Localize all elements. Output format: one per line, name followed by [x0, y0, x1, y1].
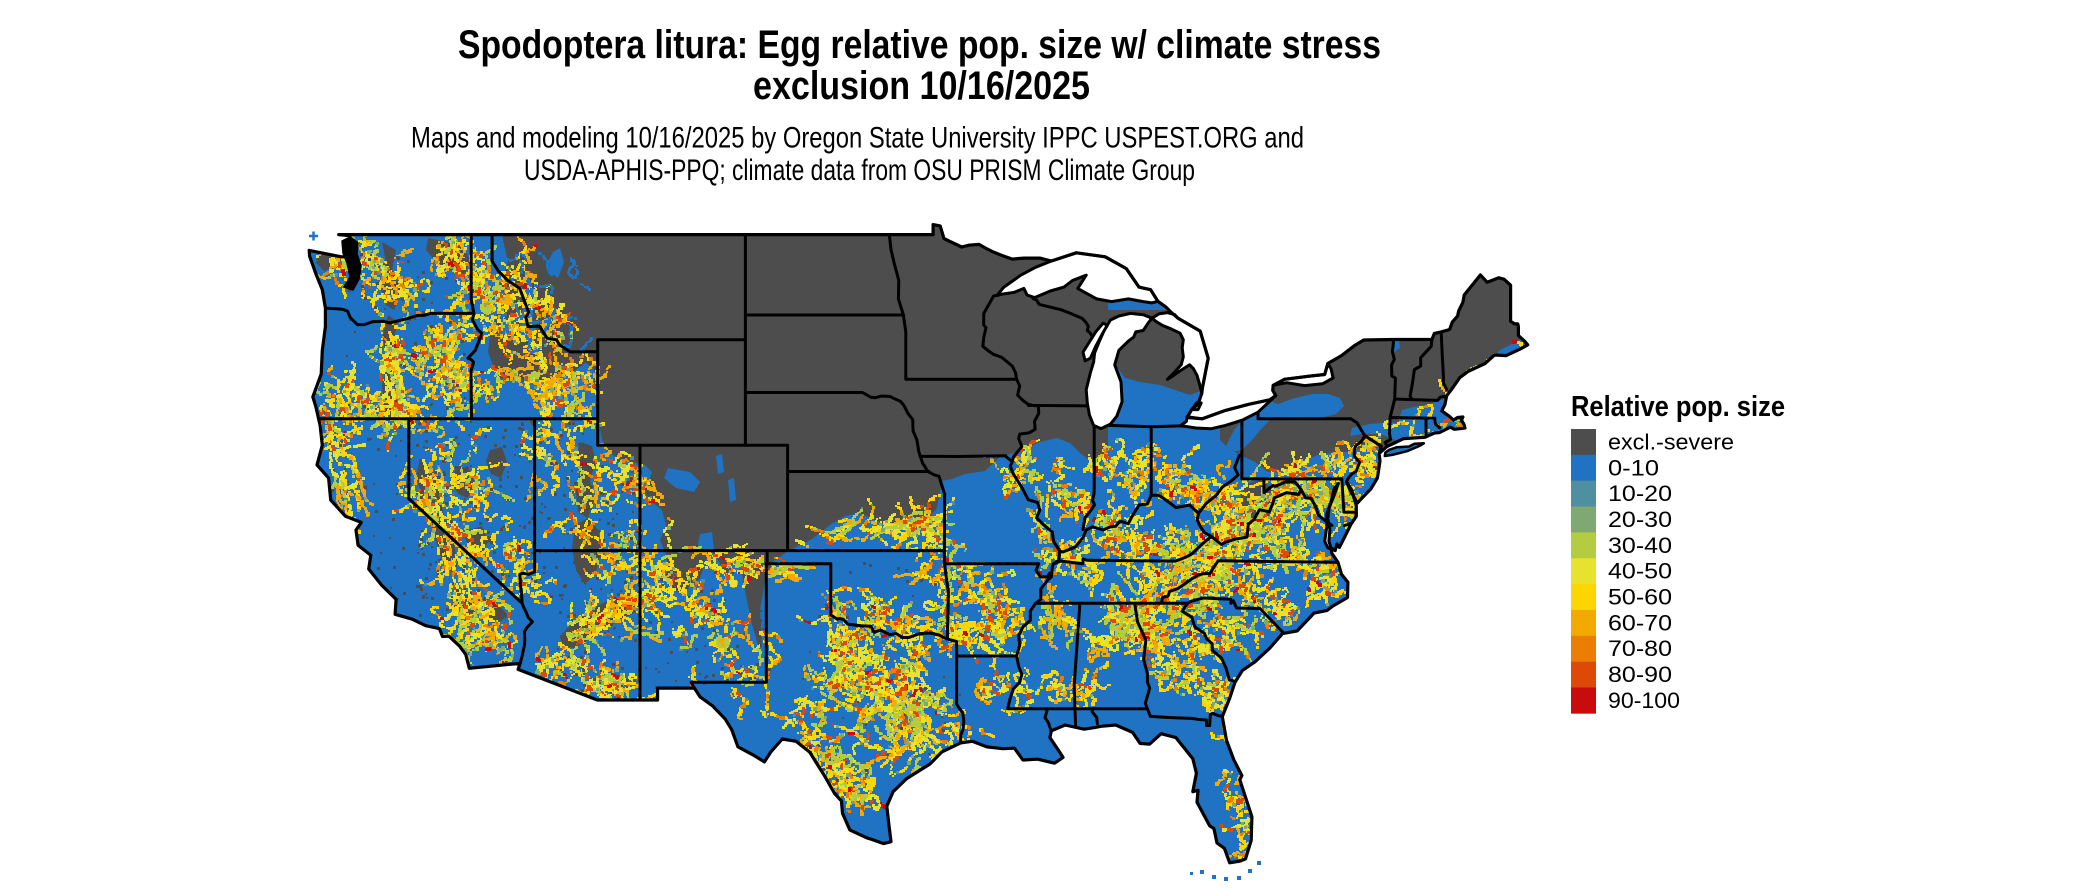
svg-text:Relative pop. size: Relative pop. size — [1571, 391, 1785, 423]
svg-text:70-80: 70-80 — [1608, 636, 1672, 661]
svg-text:Maps and modeling 10/16/2025 b: Maps and modeling 10/16/2025 by Oregon S… — [411, 122, 1304, 155]
svg-text:0-10: 0-10 — [1608, 455, 1659, 480]
svg-text:USDA-APHIS-PPQ; climate data f: USDA-APHIS-PPQ; climate data from OSU PR… — [524, 154, 1195, 187]
svg-text:20-30: 20-30 — [1608, 507, 1672, 532]
svg-text:80-90: 80-90 — [1608, 662, 1672, 687]
svg-text:90-100: 90-100 — [1608, 688, 1680, 713]
svg-text:30-40: 30-40 — [1608, 533, 1672, 558]
svg-text:exclusion 10/16/2025: exclusion 10/16/2025 — [753, 64, 1090, 108]
svg-text:excl.-severe: excl.-severe — [1608, 429, 1734, 454]
svg-text:50-60: 50-60 — [1608, 585, 1672, 610]
svg-text:10-20: 10-20 — [1608, 481, 1672, 506]
svg-text:60-70: 60-70 — [1608, 610, 1672, 635]
svg-text:Spodoptera litura: Egg relativ: Spodoptera litura: Egg relative pop. siz… — [458, 23, 1381, 67]
svg-text:40-50: 40-50 — [1608, 559, 1672, 584]
